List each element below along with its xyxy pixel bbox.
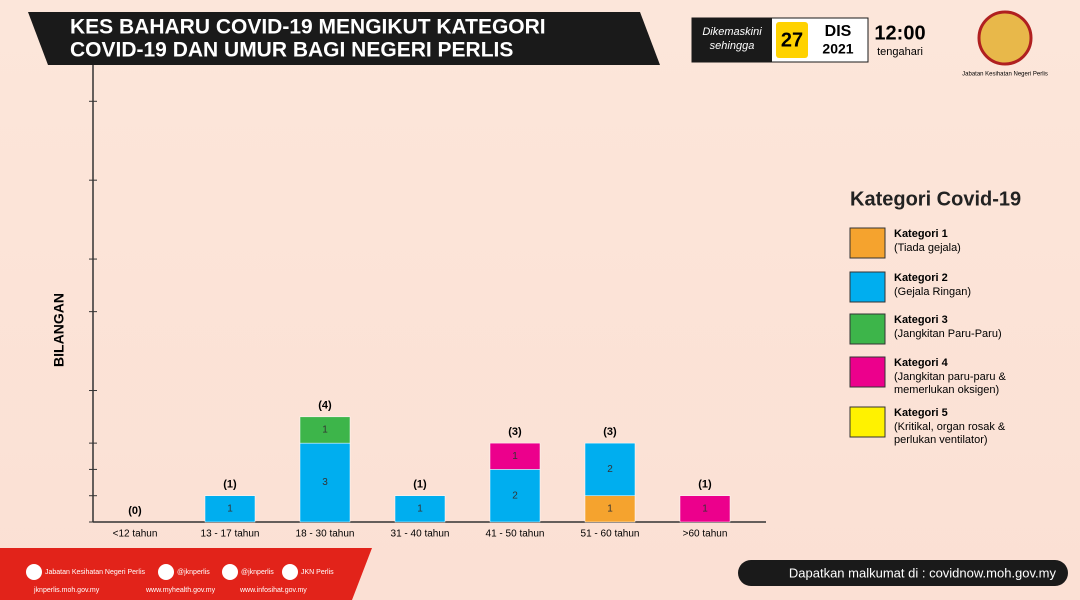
legend-name: Kategori 3	[894, 314, 948, 326]
legend-name: Kategori 1	[894, 228, 948, 240]
agency: Jabatan Kesihatan Negeri Perlis	[962, 72, 1048, 78]
crest	[977, 10, 1033, 66]
time: 12:00	[874, 22, 925, 44]
bar-segment	[584, 495, 636, 523]
x-tick-label: >60 tahun	[683, 529, 728, 540]
footer-link: jknperlis.moh.gov.my	[33, 587, 100, 594]
footer-link: www.myhealth.gov.my	[145, 587, 216, 594]
total-label: (1)	[223, 479, 237, 491]
legend-name: Kategori 4	[894, 357, 949, 369]
info-pill	[738, 560, 1068, 586]
x-tick-label: 41 - 50 tahun	[486, 529, 545, 540]
social-icon	[222, 564, 238, 580]
bar-segment	[394, 495, 446, 523]
bar-segment	[679, 495, 731, 523]
bar-segment	[299, 416, 351, 444]
bar-segment	[204, 495, 256, 523]
total-label: (4)	[318, 400, 332, 412]
day-box	[776, 22, 808, 58]
footer-link: www.infosihat.gov.my	[239, 587, 307, 594]
segment-label: 1	[512, 451, 518, 462]
x-tick-label: 31 - 40 tahun	[391, 529, 450, 540]
segment-label: 1	[227, 503, 233, 514]
legend-description: (Jangkitan Paru-Paru)	[894, 328, 1002, 340]
year: 2021	[822, 41, 853, 57]
legend-name: Kategori 5	[894, 407, 948, 419]
y-axis-label: BILANGAN	[51, 293, 67, 367]
segment-label: 2	[607, 464, 613, 475]
social-icon	[282, 564, 298, 580]
x-tick-label: 18 - 30 tahun	[296, 529, 355, 540]
legend-description: (Gejala Ringan)	[894, 286, 971, 298]
legend-title: Kategori Covid-19	[850, 188, 1021, 210]
legend-description: (Jangkitan paru-paru & memerlukan oksigen…	[894, 371, 1007, 396]
segment-label: 3	[322, 477, 328, 488]
legend-swatch	[849, 227, 886, 259]
x-tick-label: 13 - 17 tahun	[201, 529, 260, 540]
footer-banner	[0, 548, 372, 600]
segment-label: 1	[322, 425, 328, 436]
social-icon	[158, 564, 174, 580]
total-label: (3)	[603, 426, 617, 438]
legend-name: Kategori 2	[894, 272, 948, 284]
social-handle: Jabatan Kesihatan Negeri Perlis	[45, 569, 146, 576]
title-line: KES BAHARU COVID-19 MENGIKUT KATEGORI	[70, 16, 546, 39]
info-text: Dapatkan malkumat di : covidnow.moh.gov.…	[789, 565, 1057, 580]
legend-swatch	[849, 356, 886, 388]
title-line: COVID-19 DAN UMUR BAGI NEGERI PERLIS	[70, 39, 513, 62]
social-handle: @jknperlis	[241, 569, 274, 576]
date-label-bg	[692, 18, 772, 62]
bar-segment	[299, 442, 351, 523]
time-note: tengahari	[877, 46, 923, 58]
bar-segment	[489, 442, 541, 470]
day: 27	[781, 29, 803, 51]
segment-label: 2	[512, 490, 518, 501]
updated-text: Dikemaskini	[702, 26, 762, 38]
total-label: (0)	[128, 505, 142, 517]
total-label: (3)	[508, 426, 522, 438]
segment-label: 1	[417, 503, 423, 514]
legend-description: (Kritikal, organ rosak & perlukan ventila…	[894, 421, 1006, 446]
title-banner	[28, 12, 660, 65]
bar-segment	[489, 469, 541, 523]
updated-text: sehingga	[710, 40, 755, 52]
legend-swatch	[849, 406, 886, 438]
segment-label: 1	[702, 503, 708, 514]
total-label: (1)	[698, 479, 712, 491]
legend-description: (Tiada gejala)	[894, 242, 961, 254]
legend-swatch	[849, 271, 886, 303]
social-handle: JKN Perlis	[301, 569, 334, 576]
x-tick-label: 51 - 60 tahun	[581, 529, 640, 540]
social-icon	[26, 564, 42, 580]
x-tick-label: <12 tahun	[113, 529, 158, 540]
total-label: (1)	[413, 479, 427, 491]
bar-segment	[584, 442, 636, 496]
legend-swatch	[849, 313, 886, 345]
month: DIS	[825, 23, 852, 40]
social-handle: @jknperlis	[177, 569, 210, 576]
segment-label: 1	[607, 503, 613, 514]
